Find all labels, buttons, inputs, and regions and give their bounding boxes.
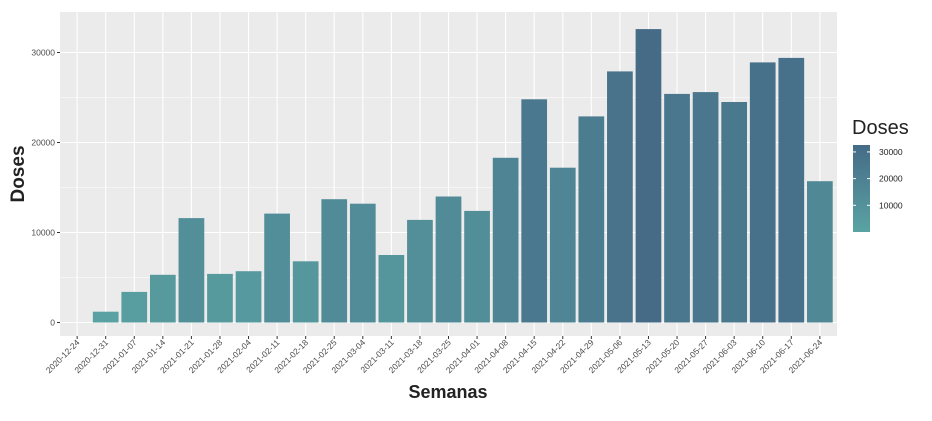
x-axis: 2020-12-242020-12-312021-01-072021-01-14… (44, 336, 824, 375)
bar (207, 273, 233, 323)
bar (521, 99, 548, 323)
y-axis-title: Doses (8, 145, 29, 202)
y-tick-label: 10000 (31, 228, 55, 238)
bar (407, 219, 433, 323)
bar (807, 181, 833, 323)
bar (292, 261, 319, 323)
bar (435, 196, 462, 323)
legend-tick-label: 30000 (879, 147, 903, 157)
y-tick-label: 30000 (31, 48, 55, 58)
y-tick-label: 0 (50, 318, 55, 328)
bars (92, 29, 833, 323)
bar (778, 57, 805, 323)
bar (549, 167, 576, 323)
bar (349, 203, 376, 323)
bar (264, 213, 290, 323)
y-axis: 0 10000 20000 30000 (31, 48, 60, 328)
bar (178, 218, 205, 323)
bar (321, 199, 348, 323)
bar (635, 29, 662, 323)
bar (464, 210, 490, 323)
legend: Doses 10000 20000 30000 (852, 117, 909, 232)
bar (149, 274, 176, 323)
legend-colorbar (853, 145, 870, 232)
x-axis-title: Semanas (408, 382, 487, 402)
bar (92, 311, 119, 323)
legend-tick-label: 10000 (879, 200, 903, 210)
bar (235, 271, 262, 323)
bar (378, 255, 405, 323)
bar (578, 116, 605, 323)
bar (721, 102, 748, 323)
bar (607, 71, 633, 323)
bar (664, 93, 690, 323)
legend-title: Doses (852, 117, 909, 139)
bar (492, 157, 519, 323)
bar (121, 291, 148, 323)
legend-tick-label: 20000 (879, 174, 903, 184)
bar (692, 92, 719, 323)
y-tick-label: 20000 (31, 138, 55, 148)
bar (749, 62, 776, 323)
